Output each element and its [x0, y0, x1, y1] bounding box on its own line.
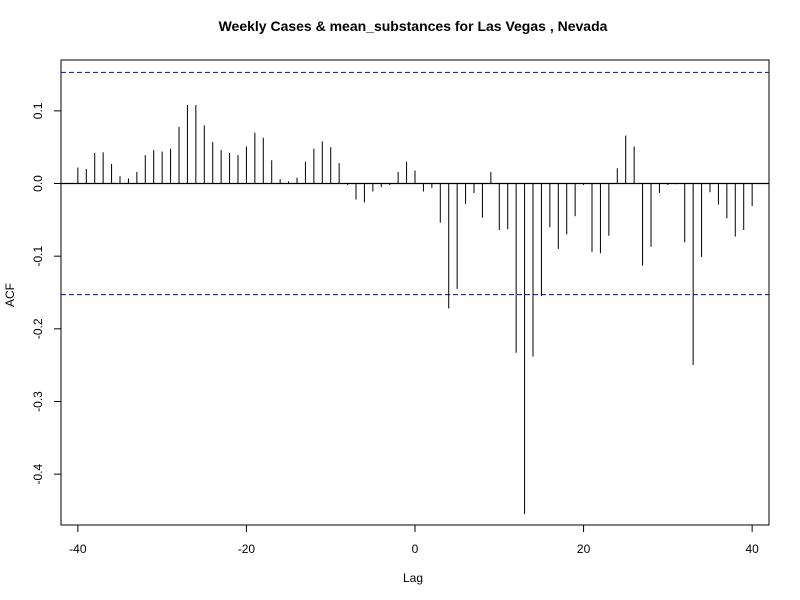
x-tick-label: 40 [745, 542, 759, 556]
y-tick-label: -0.1 [31, 246, 45, 267]
plot-frame [60, 59, 770, 526]
y-tick-label: -0.4 [31, 463, 45, 484]
x-tick-label: -20 [238, 542, 256, 556]
y-tick-label: 0.1 [31, 102, 45, 119]
confidence-bounds [61, 71, 769, 296]
acf-bars [77, 105, 753, 515]
x-axis: -40 -20 0 20 40 [69, 524, 759, 556]
y-axis: 0.1 0.0 -0.1 -0.2 -0.3 -0.4 [31, 102, 62, 484]
y-tick-label: -0.3 [31, 391, 45, 412]
chart-title: Weekly Cases & mean_substances for Las V… [219, 18, 608, 34]
x-tick-label: -40 [69, 542, 87, 556]
y-tick-label: -0.2 [31, 318, 45, 339]
y-tick-label: 0.0 [31, 175, 45, 192]
x-tick-label: 20 [577, 542, 591, 556]
y-axis-label: ACF [3, 283, 17, 307]
x-axis-label: Lag [403, 571, 423, 585]
x-tick-label: 0 [412, 542, 419, 556]
